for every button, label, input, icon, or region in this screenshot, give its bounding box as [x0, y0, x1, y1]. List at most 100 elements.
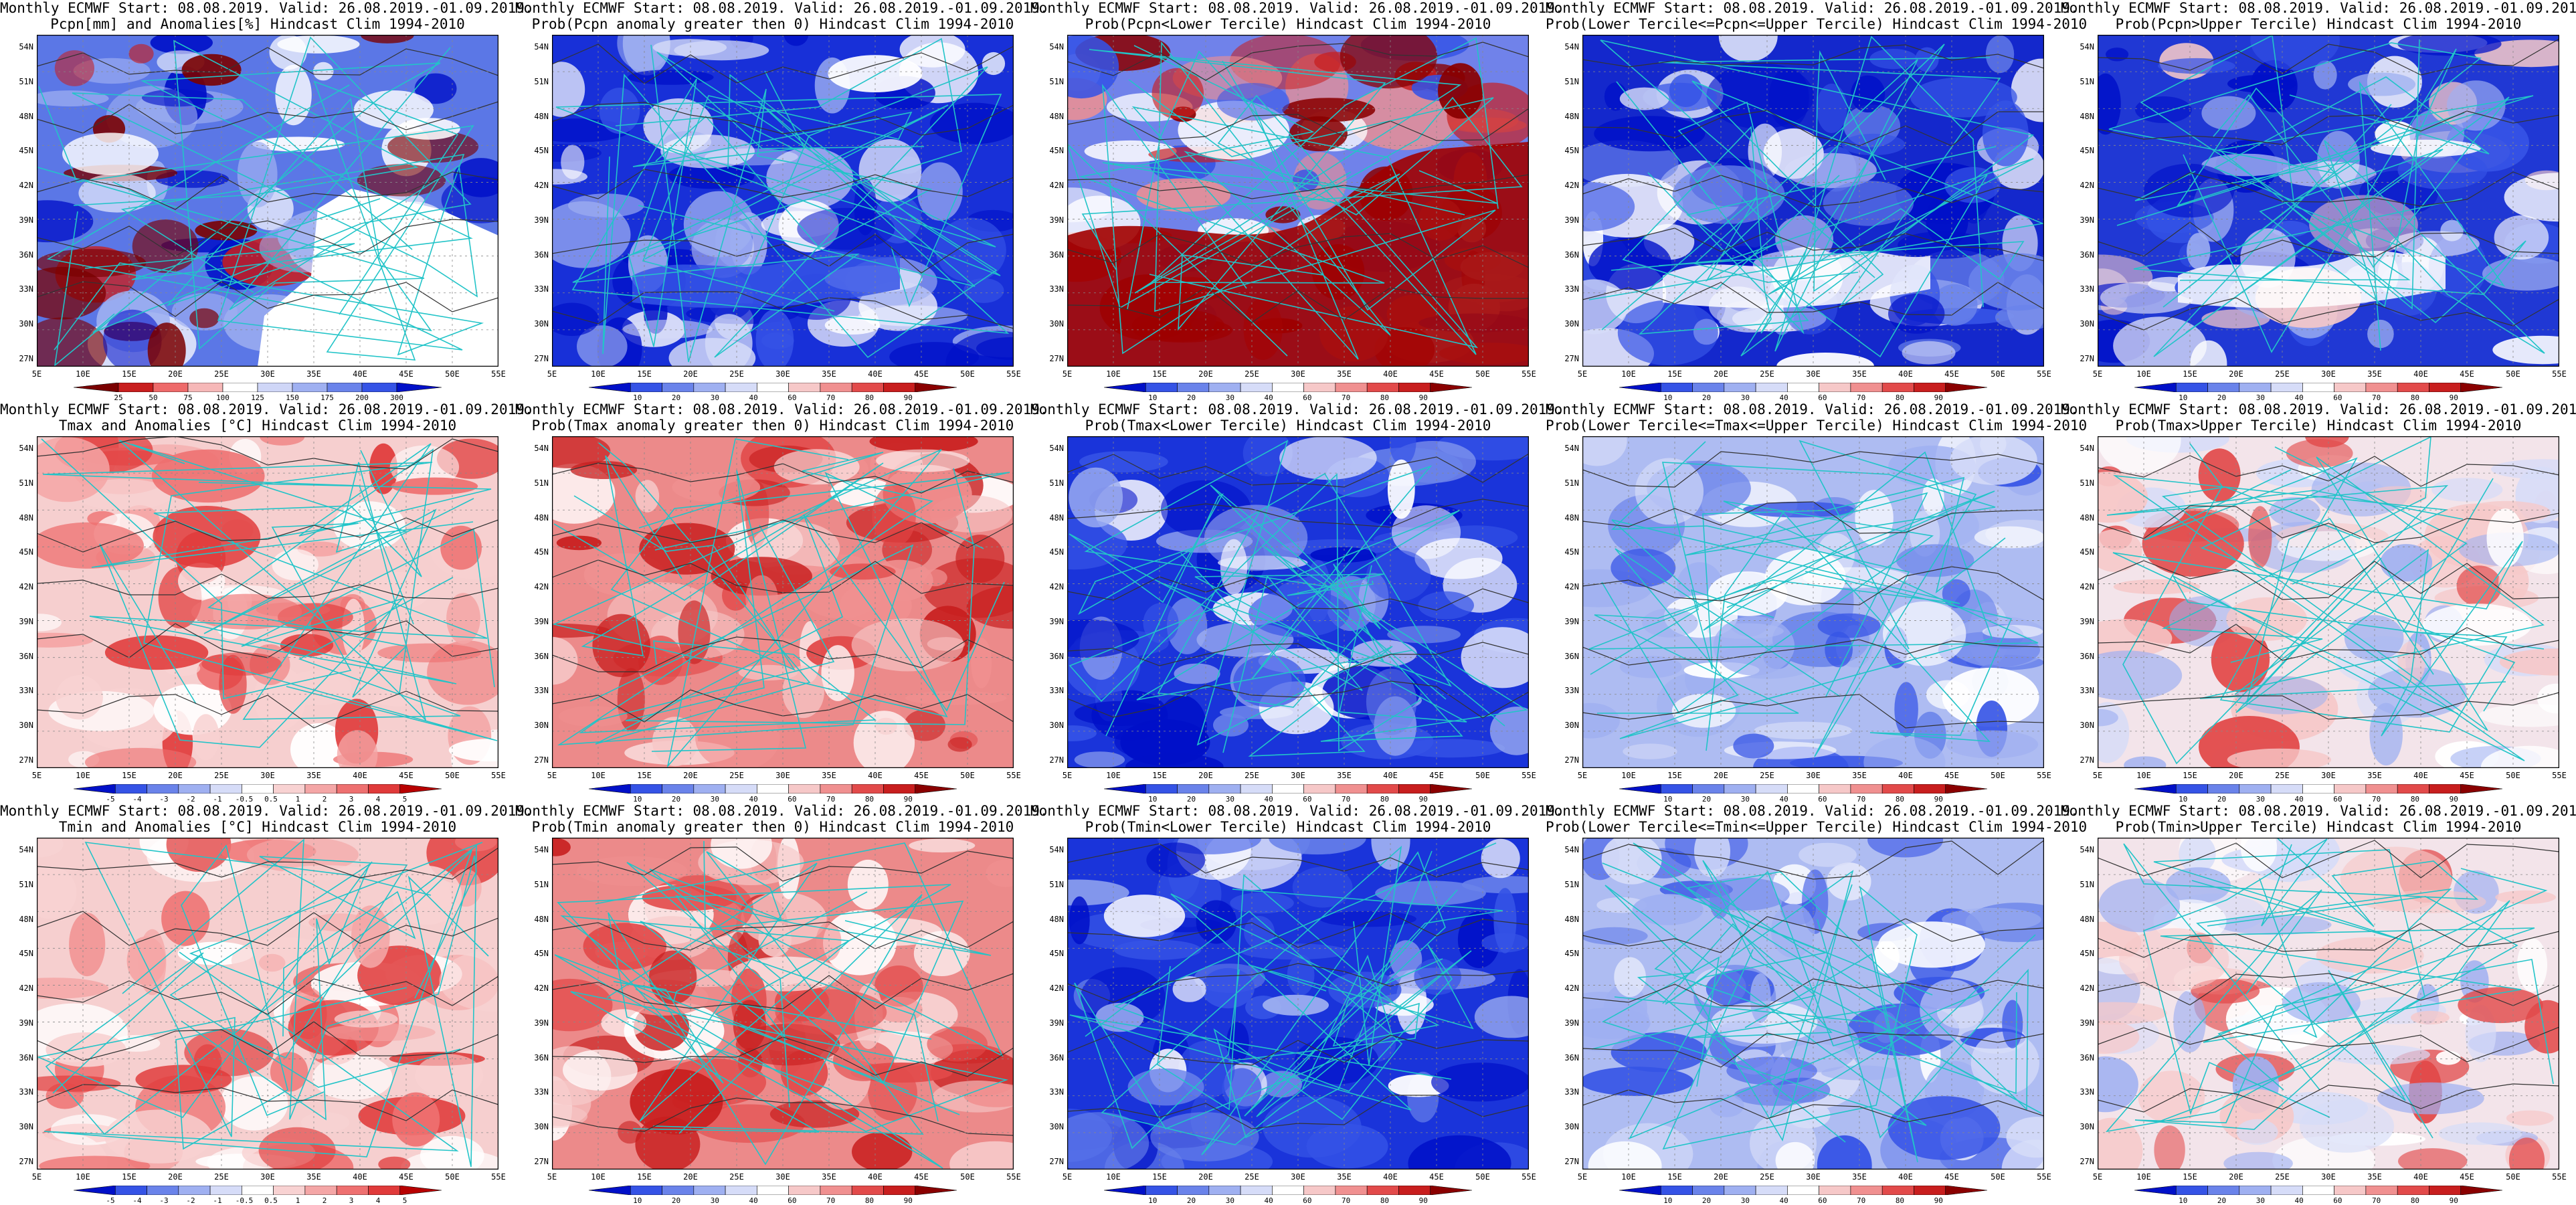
- panel-title-line1: Monthly ECMWF Start: 08.08.2019. Valid: …: [515, 0, 1048, 16]
- lat-tick-label: 27N: [1049, 354, 1064, 363]
- coastline: [1601, 101, 1805, 335]
- colorbar-end-segment: [589, 383, 631, 392]
- field-blob: [1582, 927, 1648, 945]
- lon-tick-label: 10E: [1106, 369, 1121, 379]
- colorbar-tick-label: 70: [1857, 795, 1866, 804]
- lat-tick-label: 36N: [19, 1052, 33, 1062]
- colorbar-segment: [757, 784, 789, 794]
- colorbar-segment: [336, 784, 369, 794]
- field-blob: [2380, 544, 2433, 582]
- lat-tick-label: 42N: [1049, 582, 1064, 592]
- lat-tick-label: 54N: [19, 845, 33, 854]
- field-blob: [1942, 907, 2041, 931]
- coastline: [579, 525, 877, 733]
- field-blob: [357, 164, 446, 197]
- lon-tick-label: 5E: [1577, 369, 1588, 379]
- map-panel-4: Monthly ECMWF Start: 08.08.2019. Valid: …: [1546, 0, 2087, 402]
- colorbar-tick-label: 70: [826, 795, 836, 804]
- coastline: [2143, 838, 2330, 1118]
- colorbar-tick-label: 4: [375, 1196, 381, 1205]
- contour-line: [1582, 451, 2044, 488]
- colorbar-tick-label: 10: [2179, 795, 2188, 804]
- colorbar-segment: [1692, 1186, 1725, 1195]
- coastline: [615, 37, 996, 256]
- contour-line: [552, 921, 1014, 951]
- lat-tick-label: 36N: [1049, 651, 1064, 661]
- panel-title-line2: Prob(Tmax anomaly greater then 0) Hindca…: [531, 418, 1014, 434]
- coastline: [1128, 79, 1494, 349]
- lat-tick-label: 36N: [2080, 1052, 2094, 1062]
- coastline: [1588, 57, 2044, 308]
- colorbar-tick-label: 40: [1264, 393, 1273, 402]
- lon-tick-label: 25E: [729, 369, 744, 379]
- colorbar-segment: [147, 1186, 179, 1195]
- field-blob: [1713, 616, 1795, 676]
- field-blob: [1582, 1067, 1694, 1097]
- field-blob: [628, 70, 714, 85]
- lat-tick-label: 54N: [534, 845, 549, 854]
- field-blob: [2173, 990, 2206, 1053]
- field-blob: [782, 665, 824, 719]
- lon-tick-label: 5E: [1062, 369, 1073, 379]
- map-frame: [37, 838, 498, 1170]
- colorbar-end-segment: [589, 784, 631, 794]
- colorbar-segment: [336, 1186, 369, 1195]
- colorbar-segment: [118, 383, 154, 392]
- lat-tick-label: 54N: [1049, 845, 1064, 854]
- field-blob: [1754, 721, 1853, 739]
- colorbar-tick-label: 60: [788, 393, 797, 402]
- lon-tick-label: 30E: [775, 369, 790, 379]
- coastline: [1201, 851, 1503, 1155]
- colorbar-segment: [630, 1186, 662, 1195]
- lon-tick-label: 30E: [260, 369, 275, 379]
- colorbar-end-segment: [2460, 1186, 2502, 1195]
- lat-tick-label: 48N: [19, 914, 33, 924]
- colorbar-segment: [2365, 1186, 2398, 1195]
- panel-title-line1: Monthly ECMWF Start: 08.08.2019. Valid: …: [1030, 803, 1564, 819]
- coastline: [1245, 546, 1528, 742]
- lat-tick-label: 30N: [19, 721, 33, 731]
- field-blob: [420, 1135, 484, 1170]
- field-blob: [39, 1155, 151, 1170]
- colorbar-segment: [693, 1186, 726, 1195]
- lon-tick-label: 30E: [1291, 1172, 1305, 1182]
- field-blob: [62, 132, 159, 175]
- map-frame: [2098, 436, 2559, 768]
- lon-tick-label: 20E: [1714, 1172, 1728, 1182]
- lon-tick-label: 5E: [2092, 369, 2103, 379]
- field-blob: [2504, 173, 2559, 222]
- field-blob: [2367, 319, 2394, 349]
- lat-tick-label: 30N: [1564, 319, 1579, 329]
- forecast-map: [1582, 436, 2044, 768]
- lat-tick-label: 27N: [1564, 755, 1579, 765]
- lon-tick-label: 35E: [1337, 369, 1352, 379]
- lat-tick-label: 48N: [2080, 111, 2094, 121]
- field-blob: [1902, 341, 1956, 365]
- panel-title-line1: Monthly ECMWF Start: 08.08.2019. Valid: …: [515, 401, 1048, 418]
- colorbar-tick-label: -4: [132, 795, 142, 804]
- colorbar-segment: [662, 1186, 695, 1195]
- colorbar-tick-label: 80: [1895, 795, 1905, 804]
- map-frame: [2098, 838, 2559, 1170]
- field-blob: [1711, 1001, 1818, 1044]
- field-blob: [387, 130, 479, 163]
- colorbar-segment: [1398, 383, 1431, 392]
- lat-tick-label: 39N: [19, 616, 33, 626]
- colorbar-segment: [368, 1186, 401, 1195]
- lon-tick-label: 45E: [399, 1172, 413, 1182]
- lat-tick-label: 30N: [19, 1122, 33, 1132]
- field-blob: [1910, 77, 2017, 118]
- coastline: [640, 895, 992, 1122]
- field-blob: [446, 593, 480, 644]
- field-blob: [1799, 842, 1857, 867]
- colorbar-segment: [257, 383, 293, 392]
- lon-tick-label: 30E: [2321, 771, 2336, 780]
- field-blob: [2227, 748, 2332, 768]
- lat-tick-label: 33N: [2080, 1087, 2094, 1097]
- lat-tick-label: 27N: [1049, 755, 1064, 765]
- field-blob: [1970, 1031, 2039, 1095]
- field-blob: [1776, 353, 1874, 367]
- lon-tick-label: 35E: [822, 1172, 836, 1182]
- contour-line: [1582, 282, 2044, 316]
- lat-tick-label: 48N: [19, 513, 33, 523]
